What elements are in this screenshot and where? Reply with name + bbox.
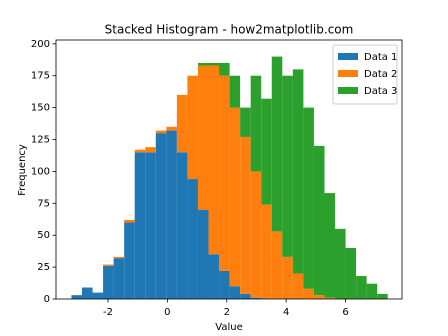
plot-frame <box>55 39 403 300</box>
y-tick-label: 150 <box>31 103 50 114</box>
y-tick-label: 50 <box>37 230 50 241</box>
histogram-bar <box>145 147 156 153</box>
histogram-bar <box>197 65 209 210</box>
histogram-bar <box>197 62 209 66</box>
chart-title: Stacked Histogram - how2matplotlib.com <box>105 23 354 37</box>
histogram-bar <box>92 292 104 299</box>
histogram-bar <box>187 75 198 180</box>
y-tick-label: 75 <box>37 198 50 209</box>
histogram-bar <box>240 136 251 294</box>
histogram-bar <box>208 62 220 66</box>
histogram-bar <box>176 152 188 299</box>
histogram-bar <box>113 258 125 299</box>
histogram-bar <box>324 297 336 299</box>
histogram-bar <box>282 75 293 257</box>
x-axis-label: Value <box>215 322 242 333</box>
legend-swatch <box>338 87 358 94</box>
y-tick-label: 25 <box>37 262 50 273</box>
histogram-bar <box>271 231 283 299</box>
histogram-bar <box>176 94 188 153</box>
histogram-bar <box>313 145 325 296</box>
histogram-bar <box>145 152 156 299</box>
y-axis-label: Frequency <box>17 144 28 196</box>
histogram-bar <box>292 69 304 274</box>
histogram-bar <box>103 265 114 299</box>
histogram-bar <box>103 264 114 266</box>
x-tick-label: 0 <box>164 307 170 318</box>
histogram-bar <box>250 297 262 299</box>
histogram-bar <box>81 287 93 299</box>
histogram-bar <box>250 171 262 298</box>
histogram-bar <box>292 273 304 299</box>
histogram-bar <box>335 228 346 299</box>
legend-swatch <box>338 53 358 60</box>
histogram-bar <box>240 293 251 299</box>
y-tick-label: 0 <box>44 294 50 305</box>
histogram-bar <box>134 152 146 299</box>
x-tick-label: -2 <box>103 307 113 318</box>
y-tick-label: 100 <box>31 166 50 177</box>
histogram-bar <box>229 286 241 299</box>
histogram-bar <box>377 293 388 299</box>
legend-label: Data 3 <box>364 86 397 97</box>
y-tick-label: 175 <box>31 71 50 82</box>
histogram-bar <box>219 62 230 76</box>
legend-label: Data 2 <box>364 69 397 80</box>
histogram-bar <box>250 75 262 172</box>
histogram-bar <box>313 295 325 299</box>
histogram-bar <box>261 98 272 205</box>
histogram-bar <box>208 65 220 255</box>
histogram-bar <box>240 107 251 137</box>
legend: Data 1 Data 2 Data 3 <box>332 44 398 105</box>
histogram-bar <box>366 283 378 299</box>
histogram-bar <box>271 56 283 232</box>
histogram-bar <box>197 209 209 299</box>
histogram-bar <box>71 295 82 299</box>
y-tick-label: 200 <box>31 39 50 50</box>
histogram-bar <box>155 133 167 299</box>
x-tick-label: 6 <box>342 307 348 318</box>
histogram-bar <box>229 107 241 287</box>
legend-label: Data 1 <box>364 52 397 63</box>
histogram-bar <box>356 276 367 299</box>
histogram-bar <box>166 130 177 299</box>
histogram-bar <box>166 126 177 131</box>
histogram-bar <box>345 247 357 299</box>
histogram-bar <box>303 288 314 299</box>
histogram-bar <box>155 130 167 134</box>
histogram-bar <box>229 75 241 108</box>
histogram-bar <box>134 149 146 153</box>
histogram-bar <box>282 256 293 299</box>
histogram-bar <box>219 75 230 271</box>
histogram-bar <box>219 270 230 299</box>
histogram-bar <box>208 254 220 299</box>
legend-swatch <box>338 70 358 77</box>
x-tick-label: 4 <box>283 307 289 318</box>
histogram-bar <box>324 193 336 298</box>
histogram-bar <box>187 179 198 299</box>
histogram-bar <box>124 219 135 223</box>
histogram-bar <box>303 107 314 289</box>
x-tick-label: 2 <box>224 307 230 318</box>
y-tick-label: 125 <box>31 135 50 146</box>
histogram-bar <box>261 204 272 299</box>
histogram-bar <box>113 256 125 259</box>
histogram-bar <box>124 222 135 299</box>
